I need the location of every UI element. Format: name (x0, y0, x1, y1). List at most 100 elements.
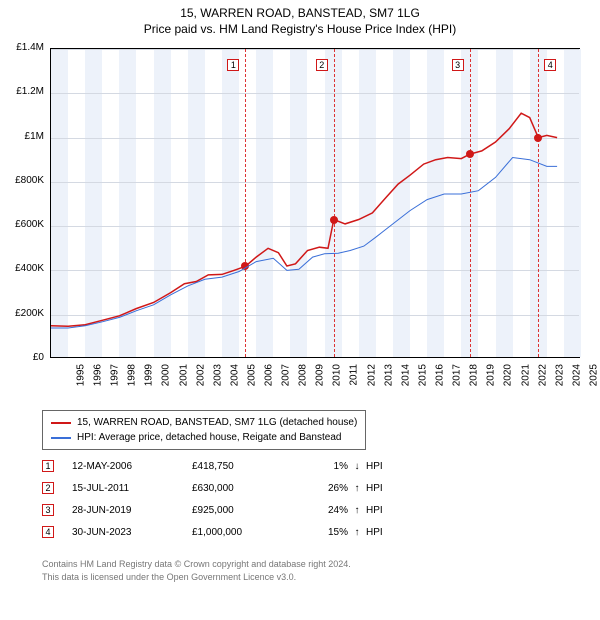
sale-marker-dot (466, 150, 474, 158)
arrow-up-icon: ↑ (348, 483, 366, 494)
sale-pct: 15% (302, 527, 348, 538)
y-tick-label: £200K (0, 308, 44, 319)
x-tick-label: 1998 (127, 364, 138, 386)
x-tick-label: 2022 (537, 364, 548, 386)
arrow-up-icon: ↑ (348, 527, 366, 538)
y-gridline (51, 182, 579, 183)
attribution-footer: Contains HM Land Registry data © Crown c… (42, 558, 351, 583)
sale-number-box: 4 (42, 526, 54, 538)
chart-year-band (102, 49, 119, 357)
chart-subtitle: Price paid vs. HM Land Registry's House … (0, 22, 600, 38)
y-gridline (51, 270, 579, 271)
x-tick-label: 2021 (520, 364, 531, 386)
y-tick-label: £800K (0, 175, 44, 186)
x-tick-label: 2002 (195, 364, 206, 386)
sale-marker-dot (534, 134, 542, 142)
sale-marker-dot (330, 216, 338, 224)
sale-marker-number: 2 (316, 59, 328, 71)
chart-year-band (273, 49, 290, 357)
chart-year-band (444, 49, 461, 357)
y-gridline (51, 315, 579, 316)
hpi-label: HPI (366, 505, 396, 516)
sale-marker-number: 3 (452, 59, 464, 71)
sale-number-box: 3 (42, 504, 54, 516)
sales-row: 1 12-MAY-2006£418,7501%↓HPI (42, 455, 396, 477)
sales-row: 2 15-JUL-2011£630,00026%↑HPI (42, 477, 396, 499)
x-tick-label: 2015 (417, 364, 428, 386)
price-chart: 1234 (50, 48, 580, 358)
chart-year-band (376, 49, 393, 357)
sale-date: 12-MAY-2006 (72, 461, 192, 472)
legend-item-hpi: HPI: Average price, detached house, Reig… (51, 430, 357, 445)
legend-swatch (51, 437, 71, 439)
chart-year-band (513, 49, 530, 357)
arrow-down-icon: ↓ (348, 461, 366, 472)
sale-price: £925,000 (192, 505, 302, 516)
chart-year-band (239, 49, 256, 357)
footer-line-1: Contains HM Land Registry data © Crown c… (42, 558, 351, 571)
chart-year-band (427, 49, 444, 357)
sale-date: 28-JUN-2019 (72, 505, 192, 516)
sale-pct: 1% (302, 461, 348, 472)
chart-year-band (154, 49, 171, 357)
sales-row: 328-JUN-2019£925,00024%↑HPI (42, 499, 396, 521)
x-tick-label: 2003 (212, 364, 223, 386)
chart-year-band (205, 49, 222, 357)
y-tick-label: £600K (0, 219, 44, 230)
x-tick-label: 2011 (348, 364, 359, 386)
x-tick-label: 2018 (468, 364, 479, 386)
hpi-label: HPI (366, 483, 396, 494)
hpi-label: HPI (366, 527, 396, 538)
sale-marker-line (538, 49, 539, 357)
chart-year-band (342, 49, 359, 357)
x-tick-label: 2017 (451, 364, 462, 386)
legend-item-property: 15, WARREN ROAD, BANSTEAD, SM7 1LG (deta… (51, 415, 357, 430)
legend: 15, WARREN ROAD, BANSTEAD, SM7 1LG (deta… (42, 410, 366, 450)
chart-year-band (410, 49, 427, 357)
x-tick-label: 2024 (571, 364, 582, 386)
legend-label: HPI: Average price, detached house, Reig… (77, 430, 341, 445)
x-tick-label: 1997 (109, 364, 120, 386)
x-tick-label: 2014 (400, 364, 411, 386)
hpi-label: HPI (366, 461, 396, 472)
x-tick-label: 2007 (280, 364, 291, 386)
sales-row: 4 30-JUN-2023£1,000,00015%↑HPI (42, 521, 396, 543)
sale-date: 30-JUN-2023 (72, 527, 192, 538)
x-tick-label: 2000 (161, 364, 172, 386)
legend-swatch (51, 422, 71, 424)
y-tick-label: £1.4M (0, 42, 44, 53)
chart-year-band (136, 49, 153, 357)
sale-number-box: 2 (42, 482, 54, 494)
chart-year-band (564, 49, 581, 357)
sale-price: £418,750 (192, 461, 302, 472)
x-tick-label: 2025 (588, 364, 599, 386)
y-gridline (51, 49, 579, 50)
sale-price: £1,000,000 (192, 527, 302, 538)
y-gridline (51, 226, 579, 227)
sale-pct: 26% (302, 483, 348, 494)
sale-date: 15-JUL-2011 (72, 483, 192, 494)
x-tick-label: 2009 (315, 364, 326, 386)
sale-price: £630,000 (192, 483, 302, 494)
chart-year-band (359, 49, 376, 357)
x-tick-label: 2008 (298, 364, 309, 386)
sale-number-box: 1 (42, 460, 54, 472)
y-tick-label: £400K (0, 263, 44, 274)
sale-marker-line (245, 49, 246, 357)
sale-marker-number: 1 (227, 59, 239, 71)
chart-year-band (85, 49, 102, 357)
sales-table: 112-MAY-2006£418,7501%↓HPI215-JUL-2011£6… (42, 455, 396, 543)
chart-year-band (188, 49, 205, 357)
x-tick-label: 1999 (144, 364, 155, 386)
x-tick-label: 2006 (263, 364, 274, 386)
x-tick-label: 2012 (366, 364, 377, 386)
x-tick-label: 2005 (246, 364, 257, 386)
chart-year-band (256, 49, 273, 357)
x-tick-label: 1996 (92, 364, 103, 386)
chart-year-band (51, 49, 68, 357)
x-tick-label: 2010 (332, 364, 343, 386)
chart-year-band (68, 49, 85, 357)
sale-marker-line (470, 49, 471, 357)
y-gridline (51, 138, 579, 139)
y-tick-label: £1.2M (0, 86, 44, 97)
